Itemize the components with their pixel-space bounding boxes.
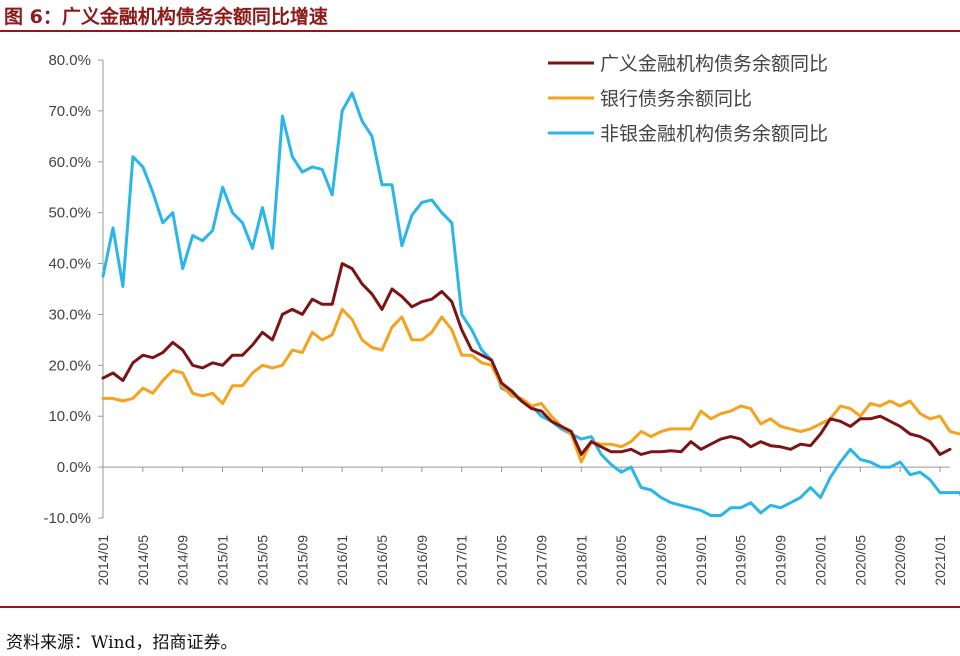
y-tick-label: 60.0% (48, 154, 91, 171)
x-tick-label: 2014/01 (95, 535, 111, 586)
x-tick-label: 2021/01 (932, 535, 948, 586)
y-tick-label: 70.0% (48, 103, 91, 120)
chart-axes: -10.0% 0.0% 10.0% 20.0% 30.0% 40.0% 50.0% 60.0%… (43, 52, 950, 586)
broad-financial-debt-line (101, 262, 952, 456)
x-tick-label: 2015/05 (254, 535, 270, 586)
x-tick-label: 2020/05 (852, 535, 868, 586)
x-tick-label: 2017/05 (494, 535, 510, 586)
source-note: 资料来源：Wind，招商证券。 (6, 633, 238, 653)
legend-label: 银行债务余额同比 (600, 88, 752, 110)
y-tick-label: 10.0% (48, 408, 91, 425)
y-tick-label: 20.0% (48, 357, 91, 374)
x-tick-label: 2016/09 (414, 535, 430, 586)
x-tick-label: 2020/09 (892, 535, 908, 586)
x-tick-label: 2017/09 (533, 535, 549, 586)
x-tick-label: 2016/05 (374, 535, 390, 586)
x-tick-label: 2020/01 (812, 535, 828, 586)
legend-label: 非银金融机构债务余额同比 (600, 123, 828, 145)
y-tick-label: 40.0% (48, 256, 91, 273)
x-tick-label: 2018/09 (653, 535, 669, 586)
x-tick-label: 2014/05 (135, 535, 151, 586)
x-tick-label: 2019/05 (733, 535, 749, 586)
bank-debt-line (101, 307, 960, 464)
chart-series-layer (101, 91, 960, 517)
x-tick-label: 2019/09 (773, 535, 789, 586)
legend-label: 广义金融机构债务余额同比 (600, 53, 828, 75)
y-tick-label: -10.0% (43, 510, 91, 527)
y-tick-label: 30.0% (48, 306, 91, 323)
x-tick-label: 2016/01 (334, 535, 350, 586)
footer-divider (0, 606, 960, 608)
x-tick-label: 2015/01 (215, 535, 231, 586)
x-tick-label: 2015/09 (294, 535, 310, 586)
x-tick-label: 2017/01 (454, 535, 470, 586)
x-tick-label: 2014/09 (175, 535, 191, 586)
y-tick-label: 50.0% (48, 205, 91, 222)
x-tick-label: 2018/05 (613, 535, 629, 586)
y-tick-label: 0.0% (57, 459, 91, 476)
title-divider (0, 30, 960, 32)
page-title: 图 6：广义金融机构债务余额同比增速 (4, 6, 328, 28)
y-tick-label: 80.0% (48, 52, 91, 69)
x-tick-label: 2019/01 (693, 535, 709, 586)
x-tick-label: 2018/01 (573, 535, 589, 586)
nonbank-debt-line (101, 91, 960, 517)
